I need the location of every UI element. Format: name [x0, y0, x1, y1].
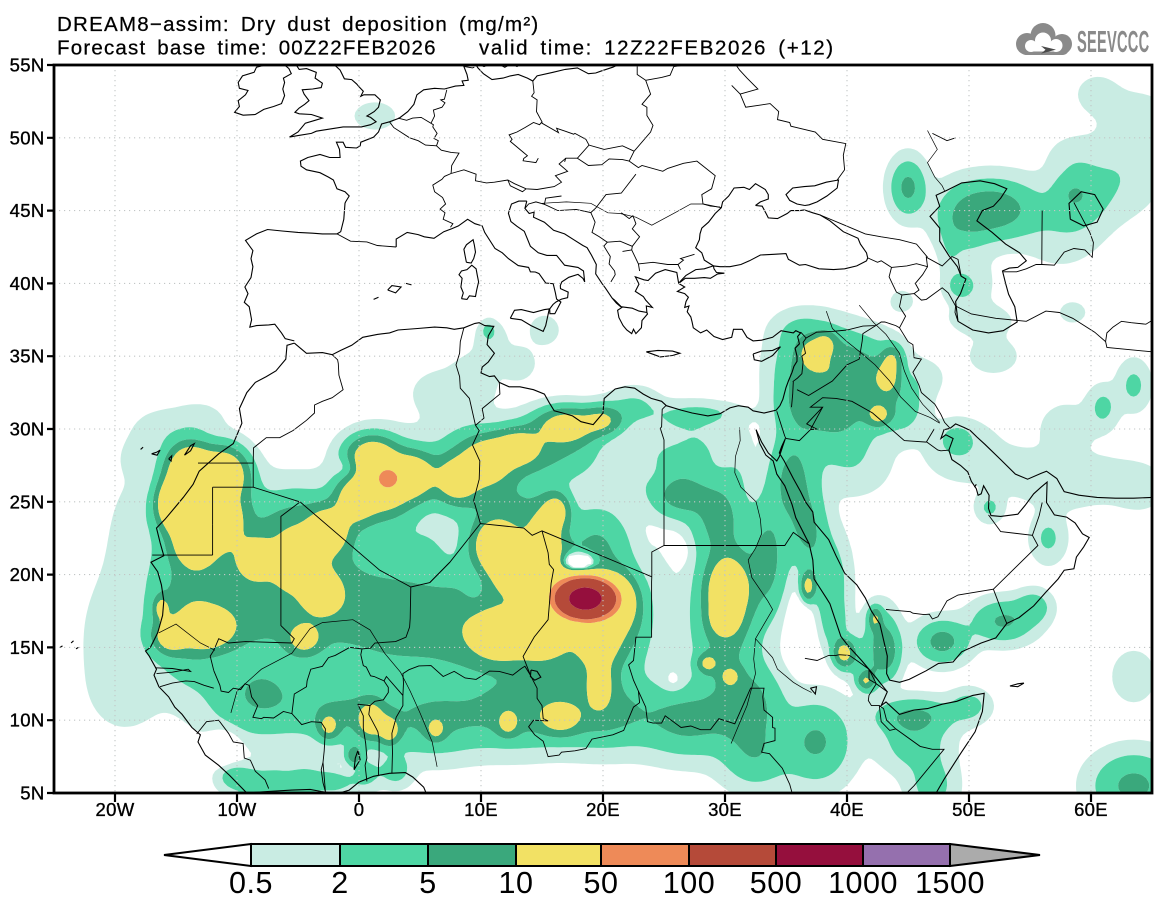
svg-text:10W: 10W	[218, 799, 257, 820]
svg-text:10N: 10N	[10, 710, 45, 731]
svg-text:SEEVCCC: SEEVCCC	[1077, 25, 1149, 59]
svg-text:20W: 20W	[96, 799, 135, 820]
svg-text:55N: 55N	[10, 55, 45, 76]
svg-text:1500: 1500	[915, 866, 985, 900]
svg-text:500: 500	[750, 866, 802, 900]
svg-text:20N: 20N	[10, 564, 45, 585]
svg-text:100: 100	[663, 866, 715, 900]
svg-text:40N: 40N	[10, 273, 45, 294]
svg-text:DREAM8−assim: Dry dust deposit: DREAM8−assim: Dry dust deposition (mg/m²…	[57, 13, 540, 36]
svg-text:25N: 25N	[10, 491, 45, 512]
svg-text:20E: 20E	[586, 799, 620, 820]
svg-text:10: 10	[499, 866, 534, 900]
svg-text:50: 50	[584, 866, 619, 900]
svg-text:50N: 50N	[10, 127, 45, 148]
svg-text:40E: 40E	[830, 799, 864, 820]
svg-text:0.5: 0.5	[229, 866, 273, 900]
svg-text:10E: 10E	[464, 799, 498, 820]
svg-text:Forecast base time: 00Z22FEB20: Forecast base time: 00Z22FEB2026	[57, 37, 437, 60]
svg-text:45N: 45N	[10, 200, 45, 221]
svg-text:30N: 30N	[10, 419, 45, 440]
svg-text:15N: 15N	[10, 637, 45, 658]
svg-text:5N: 5N	[20, 783, 44, 804]
svg-text:0: 0	[354, 799, 365, 820]
svg-text:2: 2	[331, 866, 348, 900]
svg-text:50E: 50E	[952, 799, 986, 820]
svg-text:30E: 30E	[708, 799, 742, 820]
svg-text:5: 5	[419, 866, 436, 900]
svg-text:60E: 60E	[1074, 799, 1108, 820]
svg-text:35N: 35N	[10, 346, 45, 367]
svg-text:1000: 1000	[828, 866, 898, 900]
svg-text:valid time: 12Z22FEB2026 (+12): valid time: 12Z22FEB2026 (+12)	[479, 37, 835, 60]
